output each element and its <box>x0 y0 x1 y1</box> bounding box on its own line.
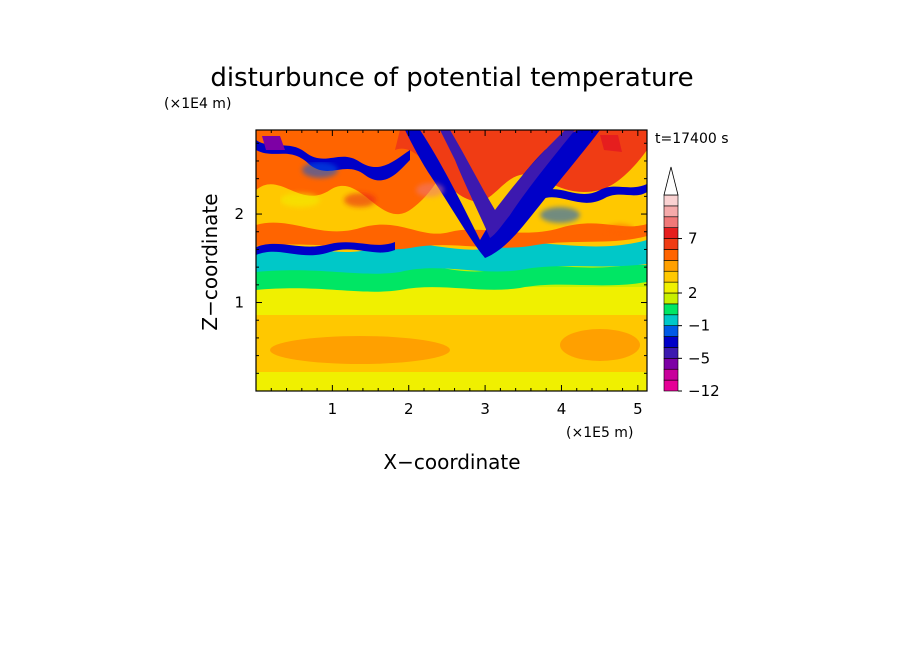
x-axis-label: X−coordinate <box>383 450 520 474</box>
colorbar-segment <box>663 379 679 392</box>
plot-frame <box>255 129 648 392</box>
colorbar-tick-label: −5 <box>688 349 710 367</box>
colorbar-segment <box>663 325 679 337</box>
colorbar-tick-label: −1 <box>688 317 710 335</box>
heatmap-blue-v-wave <box>440 130 575 238</box>
heatmap-blue-wave <box>256 140 410 181</box>
colorbar-segment <box>663 227 679 239</box>
heatmap-cyan-layer <box>256 240 647 274</box>
heatmap-lower-orange-patch <box>270 336 450 364</box>
heatmap-purple-patch <box>600 135 622 152</box>
y-axis-label: Z−coordinate <box>198 193 222 330</box>
x-axis: 1 2 3 4 5 <box>255 130 643 418</box>
x-unit-label: (×1E5 m) <box>566 425 633 441</box>
colorbar-segment <box>663 281 679 294</box>
colorbar-segment <box>663 314 679 326</box>
heatmap-field <box>256 130 647 391</box>
colorbar-segment <box>663 194 679 207</box>
y-unit-label: (×1E4 m) <box>164 96 231 112</box>
x-tick-label: 1 <box>328 400 338 418</box>
colorbar-segment <box>663 336 679 348</box>
colorbar-segment <box>663 303 679 316</box>
colorbar-extension <box>663 166 679 196</box>
colorbar-segment <box>663 358 679 370</box>
colorbar-segment <box>663 347 679 359</box>
time-label: t=17400 s <box>655 131 729 147</box>
heatmap-texture <box>280 162 634 236</box>
colorbar-segment <box>663 260 679 272</box>
x-tick-label: 3 <box>480 400 490 418</box>
x-tick-label: 2 <box>404 400 414 418</box>
colorbar-labels: 7 2 −1 −5 −12 <box>678 230 720 400</box>
colorbar-segment <box>663 205 679 218</box>
colorbar-tick-label: −12 <box>688 382 720 400</box>
x-tick-label: 4 <box>557 400 567 418</box>
heatmap-blue-v-wave <box>405 130 600 258</box>
heatmap-purple-patch <box>262 136 285 150</box>
colorbar-segment <box>663 292 679 305</box>
colorbar-tick-label: 7 <box>688 230 698 248</box>
heatmap-blue-wave <box>256 242 395 256</box>
x-tick-label: 5 <box>633 400 643 418</box>
y-tick-label: 1 <box>234 294 244 312</box>
colorbar <box>663 166 679 392</box>
colorbar-segment <box>663 368 679 381</box>
y-tick-label: 2 <box>234 205 244 223</box>
colorbar-segment <box>663 238 679 250</box>
heatmap-green-streak <box>256 262 647 292</box>
colorbar-segment <box>663 270 679 283</box>
heatmap-lower-yellow-band <box>256 285 647 315</box>
heatmap-lower-orange-patch <box>560 329 640 361</box>
y-axis: 12 <box>234 142 647 392</box>
colorbar-segment <box>663 249 679 261</box>
heatmap-bottom-yellow-band <box>256 372 647 391</box>
heatmap-blue-wave <box>540 184 647 203</box>
colorbar-tick-label: 2 <box>688 284 698 302</box>
colorbar-segment <box>663 216 679 228</box>
chart-title: disturbunce of potential temperature <box>210 63 693 93</box>
